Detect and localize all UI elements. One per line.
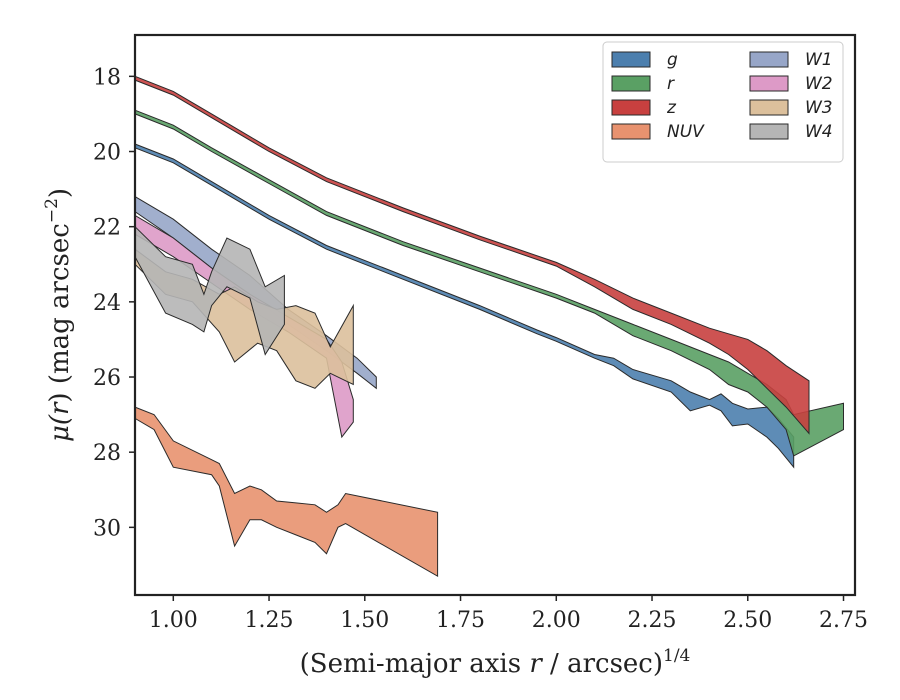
legend: grz NUV W1 W2 W3 W4 xyxy=(602,41,844,163)
x-tick-label: 2.00 xyxy=(532,608,581,633)
legend-swatch-w1 xyxy=(749,51,789,68)
x-tick-label: 2.75 xyxy=(819,608,868,633)
y-axis-title-unit: ) (mag arcsec xyxy=(45,223,75,402)
x-axis-title-unit: / arcsec) xyxy=(542,649,663,679)
x-axis-title-var: r xyxy=(529,649,543,679)
legend-label-g: g xyxy=(667,50,678,70)
y-tick-label: 28 xyxy=(93,441,121,466)
legend-swatch-w4 xyxy=(749,123,789,140)
y-axis-title-close: ) xyxy=(45,188,75,198)
legend-entries: grz NUV W1 W2 W3 W4 xyxy=(611,50,833,142)
y-tick-label: 22 xyxy=(93,216,121,241)
y-axis-title-main: μ( xyxy=(45,414,75,442)
plot-frame xyxy=(133,33,857,597)
band-nuv xyxy=(134,406,439,578)
legend-swatch-g xyxy=(611,51,651,68)
band-w4 xyxy=(134,225,285,356)
legend-swatch-w2 xyxy=(749,75,789,92)
y-axis-title-sup: −2 xyxy=(42,198,62,223)
legend-swatch-nuv xyxy=(611,123,651,140)
x-axis-ticks: 1.00 1.25 1.50 1.75 2.00 2.25 2.50 2.75 xyxy=(149,595,868,633)
legend-swatch-w3 xyxy=(749,99,789,116)
x-tick-label: 1.00 xyxy=(149,608,198,633)
x-axis-title: (Semi-major axis r / arcsec)1/4 xyxy=(300,646,691,679)
legend-label-r: r xyxy=(667,74,675,94)
series-bands xyxy=(134,75,844,578)
x-tick-label: 1.75 xyxy=(436,608,485,633)
band-r xyxy=(134,109,844,457)
legend-swatch-r xyxy=(611,75,651,92)
x-tick-label: 2.50 xyxy=(723,608,772,633)
x-tick-label: 1.50 xyxy=(340,608,389,633)
legend-label-w2: W2 xyxy=(805,74,833,94)
y-tick-label: 24 xyxy=(93,291,121,316)
x-tick-label: 1.25 xyxy=(245,608,294,633)
legend-label-w4: W4 xyxy=(805,122,833,142)
x-tick-label: 2.25 xyxy=(628,608,677,633)
band-z xyxy=(134,75,810,435)
legend-label-z: z xyxy=(666,98,677,118)
y-tick-label: 18 xyxy=(93,65,121,90)
band-g xyxy=(134,143,795,469)
y-tick-label: 20 xyxy=(93,141,121,166)
x-axis-title-sup: 1/4 xyxy=(663,646,690,666)
y-tick-label: 30 xyxy=(93,516,121,541)
y-tick-label: 26 xyxy=(93,366,121,391)
y-axis-title-var: r xyxy=(45,401,75,415)
legend-label-w1: W1 xyxy=(805,50,833,70)
legend-label-w3: W3 xyxy=(805,98,833,118)
y-axis-title: μ(r) (mag arcsec−2) xyxy=(42,188,75,442)
y-axis-ticks: 18 20 22 24 26 28 30 xyxy=(93,65,135,541)
x-axis-title-main: (Semi-major axis xyxy=(300,649,530,679)
legend-swatch-z xyxy=(611,99,651,116)
legend-label-nuv: NUV xyxy=(667,122,705,142)
